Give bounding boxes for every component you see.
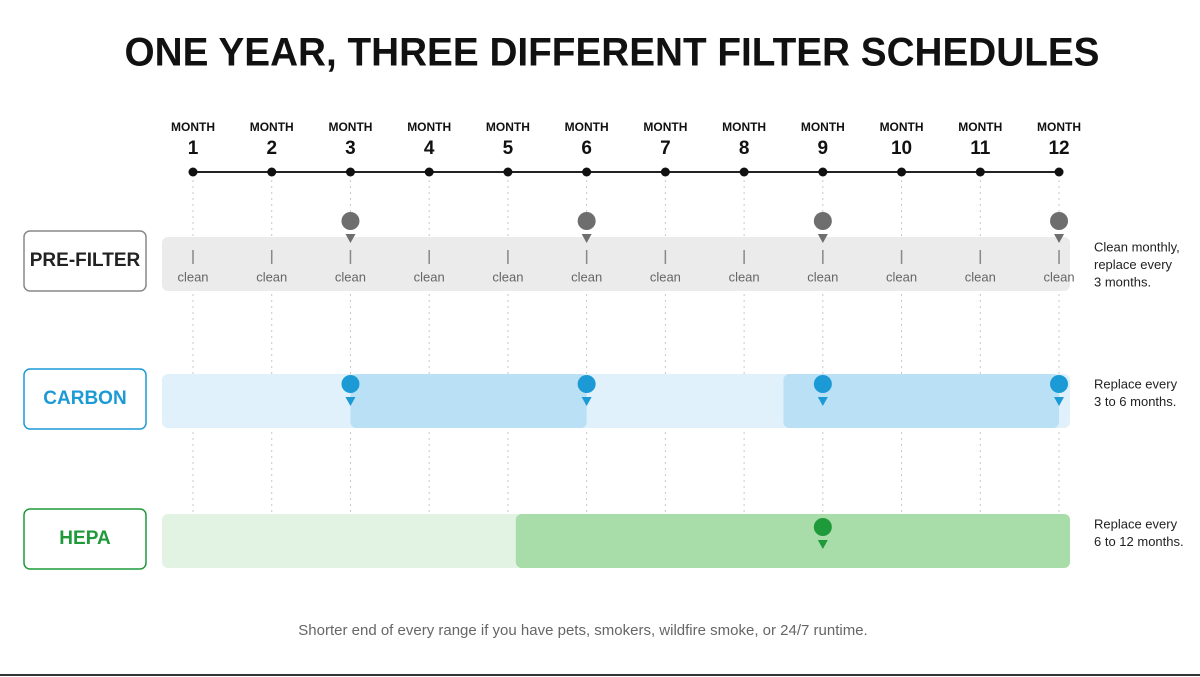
month-label: MONTH xyxy=(565,120,609,134)
replace-marker xyxy=(813,212,832,230)
row-label-box xyxy=(23,368,147,430)
month-label: MONTH xyxy=(407,120,451,134)
footer-note: Shorter end of every range if you have p… xyxy=(298,622,867,639)
row-note: replace every xyxy=(1094,257,1173,272)
replace-arrow xyxy=(817,234,828,243)
month-label: MONTH xyxy=(801,120,845,134)
clean-label: clean xyxy=(256,269,287,284)
replace-arrow xyxy=(817,540,828,549)
month-label: MONTH xyxy=(250,120,294,134)
month-label: MONTH xyxy=(328,120,372,134)
row-note: 3 to 6 months. xyxy=(1094,394,1176,409)
month-dot xyxy=(739,167,749,177)
replace-arrow xyxy=(345,234,356,243)
month-number: 5 xyxy=(503,138,514,159)
month-dot xyxy=(975,167,985,177)
month-dot xyxy=(660,167,670,177)
clean-label: clean xyxy=(650,269,681,284)
row-band xyxy=(162,237,1070,291)
highlight-range xyxy=(515,514,1070,568)
month-number: 9 xyxy=(818,138,829,159)
month-number: 7 xyxy=(660,138,671,159)
clean-label: clean xyxy=(1043,269,1074,284)
month-number: 10 xyxy=(891,138,912,159)
replace-marker xyxy=(813,375,832,393)
month-number: 4 xyxy=(424,138,435,159)
clean-label: clean xyxy=(965,269,996,284)
clean-label: clean xyxy=(886,269,917,284)
highlight-range xyxy=(783,374,1060,428)
highlight-range xyxy=(350,374,587,428)
month-dot xyxy=(188,167,198,177)
replace-arrow xyxy=(345,397,356,406)
replace-marker xyxy=(341,212,360,230)
clean-label: clean xyxy=(414,269,445,284)
month-label: MONTH xyxy=(486,120,530,134)
row-label: PRE-FILTER xyxy=(30,250,141,271)
replace-marker xyxy=(1050,212,1069,230)
month-label: MONTH xyxy=(722,120,766,134)
replace-marker xyxy=(1050,375,1069,393)
month-number: 6 xyxy=(581,138,592,159)
row-note: 6 to 12 months. xyxy=(1094,534,1184,549)
replace-arrow xyxy=(1054,397,1065,406)
month-number: 8 xyxy=(739,138,750,159)
row-label-box xyxy=(23,230,147,292)
month-label: MONTH xyxy=(1037,120,1081,134)
clean-label: clean xyxy=(571,269,602,284)
month-dot xyxy=(503,167,513,177)
month-number: 3 xyxy=(345,138,356,159)
clean-label: clean xyxy=(492,269,523,284)
month-dot xyxy=(424,167,434,177)
month-number: 1 xyxy=(188,138,199,159)
month-dot xyxy=(582,167,592,177)
month-number: 12 xyxy=(1048,138,1069,159)
replace-arrow xyxy=(581,234,592,243)
month-number: 11 xyxy=(970,138,991,159)
month-label: MONTH xyxy=(171,120,215,134)
month-dot xyxy=(1054,167,1064,177)
replace-arrow xyxy=(817,397,828,406)
guides xyxy=(192,180,1060,512)
row-note: Replace every xyxy=(1094,376,1178,391)
month-dot xyxy=(897,167,907,177)
row-note: 3 months. xyxy=(1094,274,1151,289)
clean-label: clean xyxy=(807,269,838,284)
month-number: 2 xyxy=(266,138,277,159)
replace-marker xyxy=(577,212,596,230)
clean-label: clean xyxy=(177,269,208,284)
month-dot xyxy=(345,167,355,177)
clean-label: clean xyxy=(729,269,760,284)
replace-marker xyxy=(341,375,360,393)
replace-marker xyxy=(813,518,832,536)
month-dot xyxy=(818,167,828,177)
month-label: MONTH xyxy=(643,120,687,134)
replace-marker xyxy=(577,375,596,393)
month-label: MONTH xyxy=(880,120,924,134)
row-label: HEPA xyxy=(59,528,111,549)
clean-label: clean xyxy=(335,269,366,284)
row-note: Replace every xyxy=(1094,516,1178,531)
row-label: CARBON xyxy=(43,388,126,409)
month-label: MONTH xyxy=(958,120,1002,134)
replace-arrow xyxy=(1054,234,1065,243)
month-dot xyxy=(267,167,277,177)
row-note: Clean monthly, xyxy=(1094,239,1180,254)
replace-arrow xyxy=(581,397,592,406)
title: ONE YEAR, THREE DIFFERENT FILTER SCHEDUL… xyxy=(125,31,1100,75)
row-label-box xyxy=(23,508,147,570)
